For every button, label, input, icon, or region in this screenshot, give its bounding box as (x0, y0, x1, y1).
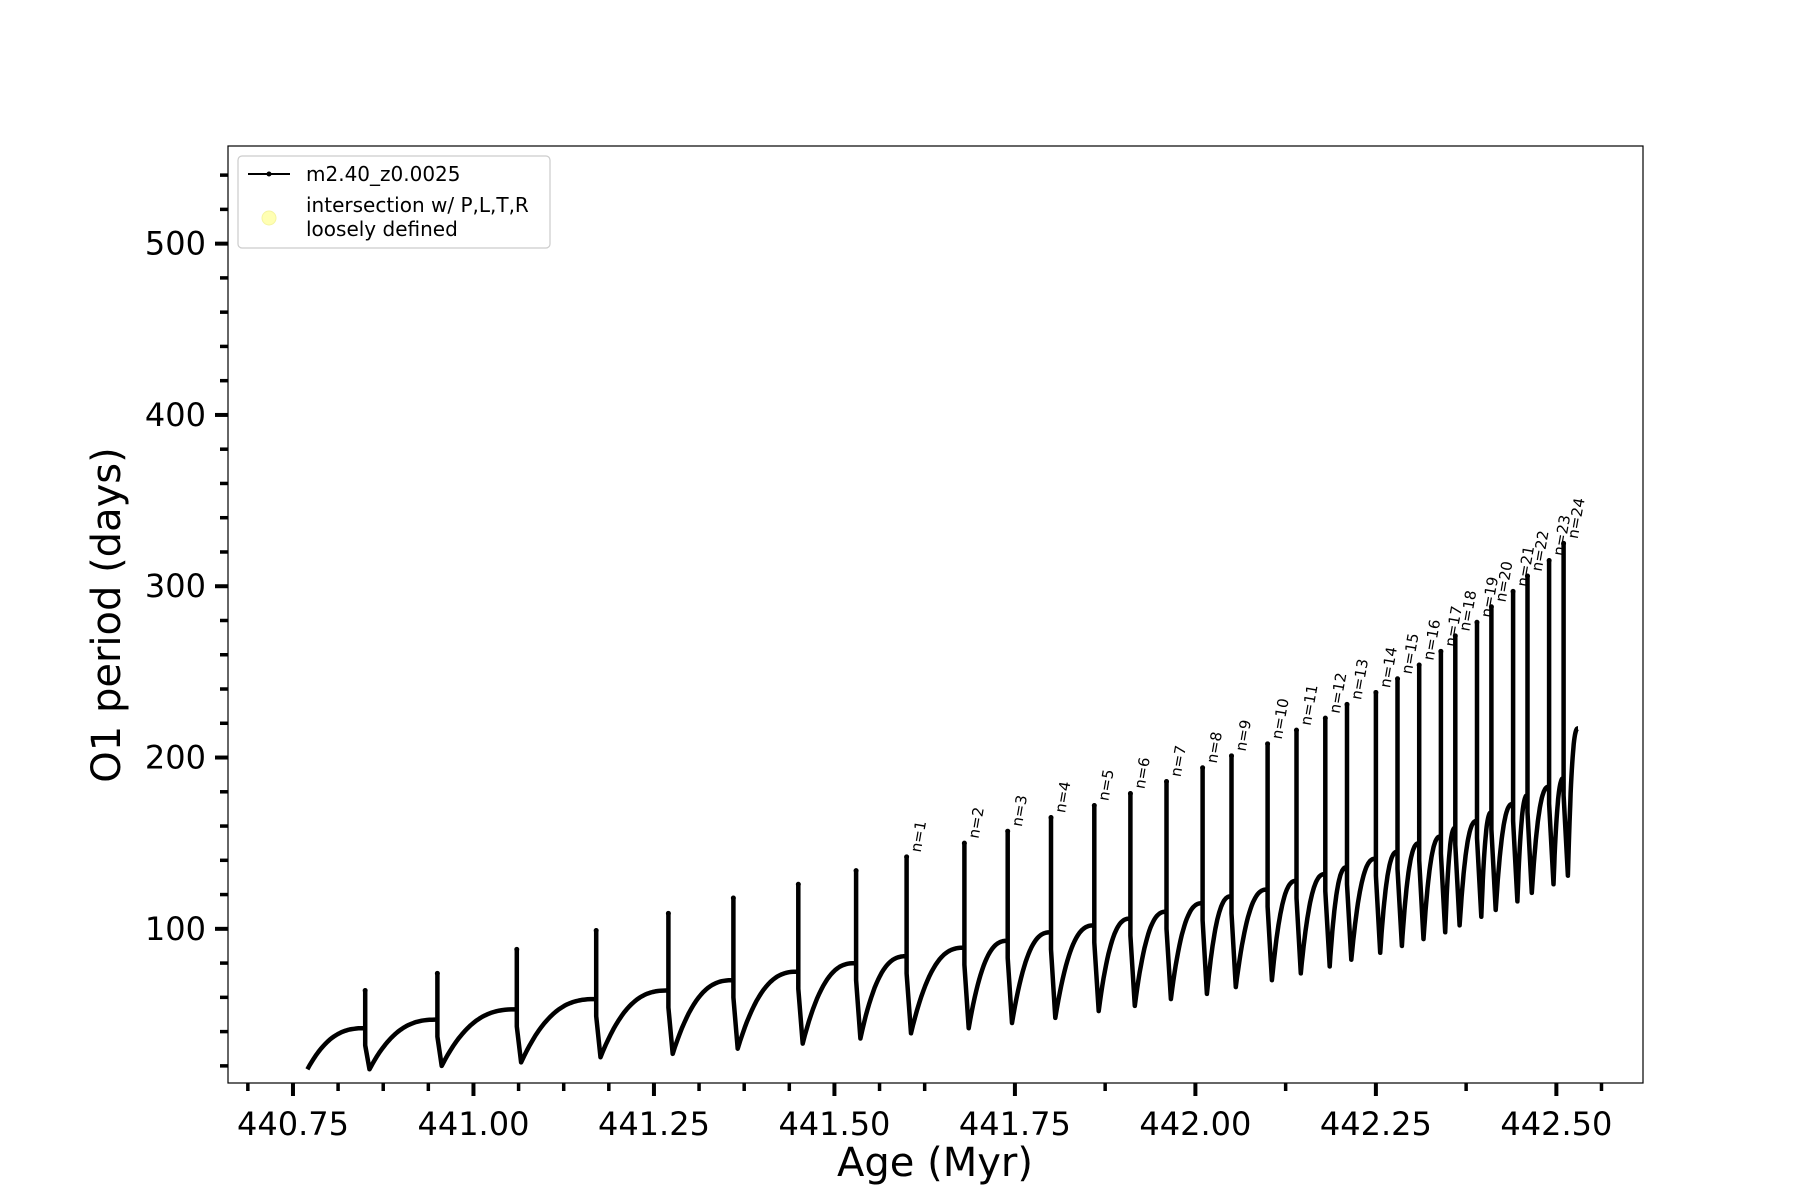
pulse-label: n=2 (965, 806, 988, 840)
pulse-peak-point (1228, 753, 1234, 759)
pulse-peak-point (1416, 662, 1422, 668)
pulse-peak-point (434, 970, 440, 976)
pulse-peak-point (1510, 588, 1516, 594)
pulse-peak-point (1561, 540, 1567, 546)
pulse-peak-point (514, 946, 520, 952)
pulse-peak-point (904, 854, 910, 860)
pulse-peak-point (1452, 633, 1458, 639)
pulse-peak-point (1293, 727, 1299, 733)
x-tick-label: 442.50 (1500, 1105, 1612, 1143)
pulse-peak-point (1373, 689, 1379, 695)
pulse-peak-point (362, 987, 368, 993)
x-tick-label: 442.25 (1320, 1105, 1432, 1143)
legend-label-intersection-line1: intersection w/ P,L,T,R (306, 193, 529, 217)
plot-area (227, 145, 1644, 1084)
y-tick-label: 100 (145, 910, 206, 948)
y-tick-label: 500 (145, 225, 206, 263)
pulse-peak-point (1127, 791, 1133, 797)
pulse-peak-point (730, 895, 736, 901)
pulse-peak-point (1265, 741, 1271, 747)
x-tick-label: 441.75 (959, 1105, 1071, 1143)
pulse-peak-point (1322, 715, 1328, 721)
pulse-label: n=7 (1167, 744, 1190, 778)
pulse-peak-point (1524, 573, 1530, 579)
legend-label-model: m2.40_z0.0025 (306, 162, 461, 186)
x-axis: 440.75 441.00 441.25 441.50 441.75 442.00 442.… (237, 1083, 1612, 1143)
pulse-peak-point (853, 868, 859, 874)
pulse-peak-point (665, 910, 671, 916)
series-layer (305, 540, 1580, 1072)
pulse-peak-point (1395, 676, 1401, 682)
legend-label-intersection-line2: loosely defined (306, 217, 458, 241)
pulse-peak-point (1344, 701, 1350, 707)
pulse-peak-point (1005, 828, 1011, 834)
y-axis-title: O1 period (days) (84, 447, 130, 782)
pulse-label: n=3 (1008, 794, 1031, 828)
pulse-peak-point (1474, 619, 1480, 625)
legend-box (237, 155, 551, 249)
y-tick-label: 200 (145, 739, 206, 777)
y-tick-label: 400 (145, 396, 206, 434)
pulse-peak-point (961, 840, 967, 846)
pulse-peak-point (1200, 765, 1206, 771)
pulse-peak-point (1048, 814, 1054, 820)
y-axis: 100 200 300 400 500 (145, 173, 228, 1068)
pulse-label: n=1 (907, 819, 930, 853)
pulse-peak-point (593, 928, 599, 934)
legend: m2.40_z0.0025 intersection w/ P,L,T,R lo… (237, 155, 551, 249)
pulse-label: n=6 (1131, 756, 1154, 790)
pulse-label: n=9 (1232, 718, 1255, 752)
legend-line-marker (266, 171, 272, 177)
pulse-peak-point (1164, 779, 1170, 785)
y-tick-label: 300 (145, 567, 206, 605)
x-tick-label: 441.50 (778, 1105, 890, 1143)
x-axis-title: Age (Myr) (837, 1140, 1033, 1186)
series-line-m2.40_z0.0025 (305, 541, 1580, 1072)
pulse-peak-point (1091, 802, 1097, 808)
pulse-peak-point (795, 881, 801, 887)
pulse-label: n=8 (1203, 730, 1226, 764)
x-tick-label: 441.25 (598, 1105, 710, 1143)
pulse-peak-point (1438, 648, 1444, 654)
pulse-label: n=5 (1095, 768, 1118, 802)
x-tick-label: 441.00 (417, 1105, 529, 1143)
x-tick-label: 442.00 (1139, 1105, 1251, 1143)
pulse-label: n=4 (1051, 780, 1074, 814)
legend-intersection-swatch (261, 210, 277, 226)
x-tick-label: 440.75 (237, 1105, 349, 1143)
pulse-peak-point (1546, 558, 1552, 564)
pulse-peak-point (1488, 604, 1494, 610)
